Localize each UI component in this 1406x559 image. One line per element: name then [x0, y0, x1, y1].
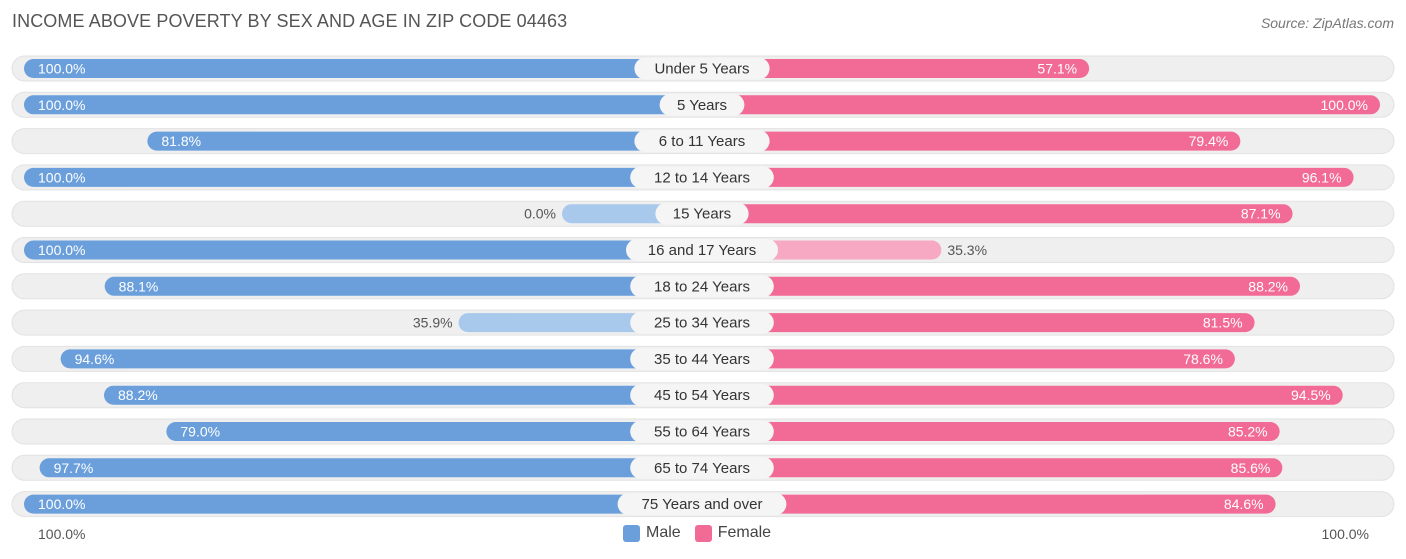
bar-female — [702, 95, 1380, 115]
bar-female — [702, 131, 1241, 151]
label-male: 100.0% — [38, 242, 85, 258]
label-male: 88.1% — [119, 278, 159, 294]
label-female: 87.1% — [1241, 206, 1281, 222]
label-female: 88.2% — [1248, 278, 1288, 294]
label-male: 35.9% — [413, 315, 453, 331]
label-female: 84.6% — [1224, 496, 1264, 512]
label-female: 85.2% — [1228, 424, 1268, 440]
category-label: 45 to 54 Years — [654, 387, 750, 404]
bar-male — [60, 349, 702, 369]
label-female: 100.0% — [1321, 97, 1368, 113]
axis-left-label: 100.0% — [38, 526, 86, 542]
category-label: 35 to 44 Years — [654, 351, 750, 368]
category-pill — [634, 57, 770, 80]
category-pill — [659, 93, 745, 116]
legend: Male Female — [623, 524, 785, 542]
category-pill — [634, 130, 770, 153]
bar-female — [702, 422, 1280, 441]
legend-swatch-male — [623, 524, 640, 542]
category-pill — [630, 347, 774, 370]
bar-male — [24, 167, 702, 187]
category-label: 16 and 17 Years — [648, 242, 756, 259]
label-male: 100.0% — [38, 61, 85, 77]
bar-female — [702, 349, 1235, 369]
bar-male — [24, 494, 702, 514]
bar-male — [147, 131, 702, 151]
bar-male — [104, 385, 702, 405]
diverging-bar-chart: 100.0% 57.1% Under 5 Years 100.0% 100.0% 5 Ye… — [11, 55, 1395, 518]
label-female: 78.6% — [1183, 351, 1223, 367]
bar-male — [24, 59, 702, 78]
category-label: 6 to 11 Years — [659, 133, 745, 150]
category-label: Under 5 Years — [654, 61, 749, 78]
category-pill — [617, 493, 787, 516]
axis-right-label: 100.0% — [1321, 526, 1369, 542]
label-female: 57.1% — [1037, 61, 1077, 77]
category-pill — [630, 420, 774, 443]
bar-male — [39, 458, 703, 478]
bar-female — [702, 167, 1354, 187]
category-pill — [630, 311, 774, 334]
legend-swatch-female — [694, 524, 712, 542]
category-label: 75 Years and over — [642, 496, 763, 513]
label-male: 81.8% — [161, 133, 201, 149]
bar-male — [104, 276, 702, 296]
category-label: 18 to 24 Years — [654, 278, 750, 295]
label-female: 96.1% — [1302, 169, 1342, 185]
label-male: 0.0% — [524, 206, 556, 222]
category-pill — [655, 202, 749, 225]
label-male: 100.0% — [38, 496, 85, 512]
label-female: 79.4% — [1189, 133, 1229, 149]
category-pill — [630, 384, 774, 407]
label-female: 35.3% — [947, 242, 987, 258]
legend-label-male: Male — [646, 524, 681, 541]
bar-female — [702, 204, 1293, 224]
bar-male — [24, 95, 702, 115]
category-pill — [630, 166, 774, 189]
source-label: Source: ZipAtlas.com — [1260, 15, 1394, 31]
chart-title: INCOME ABOVE POVERTY BY SEX AND AGE IN Z… — [12, 11, 568, 31]
legend-item-female: Female — [694, 524, 772, 542]
label-male: 94.6% — [75, 351, 115, 367]
bar-female — [702, 458, 1283, 478]
label-male: 100.0% — [38, 97, 85, 113]
category-label: 25 to 34 Years — [654, 315, 750, 332]
label-male: 100.0% — [38, 169, 85, 185]
label-female: 81.5% — [1203, 315, 1243, 331]
legend-label-female: Female — [717, 524, 772, 541]
bar-female — [702, 59, 1090, 78]
legend-item-male: Male — [623, 524, 681, 542]
category-label: 12 to 14 Years — [654, 169, 750, 186]
category-label: 15 Years — [673, 206, 731, 223]
category-label: 65 to 74 Years — [654, 460, 750, 477]
label-male: 88.2% — [118, 387, 158, 403]
category-label: 55 to 64 Years — [654, 424, 750, 441]
label-female: 94.5% — [1291, 387, 1331, 403]
label-male: 97.7% — [54, 460, 94, 476]
category-pill — [630, 275, 774, 298]
bar-male — [166, 422, 702, 441]
label-male: 79.0% — [180, 424, 220, 440]
category-pill — [626, 239, 778, 261]
bar-female — [702, 494, 1276, 514]
bar-female — [702, 313, 1255, 333]
bar-male — [24, 240, 702, 260]
label-female: 85.6% — [1231, 460, 1271, 476]
bar-female — [702, 385, 1343, 405]
category-pill — [630, 456, 774, 479]
bar-female — [702, 276, 1300, 296]
category-label: 5 Years — [677, 97, 727, 114]
